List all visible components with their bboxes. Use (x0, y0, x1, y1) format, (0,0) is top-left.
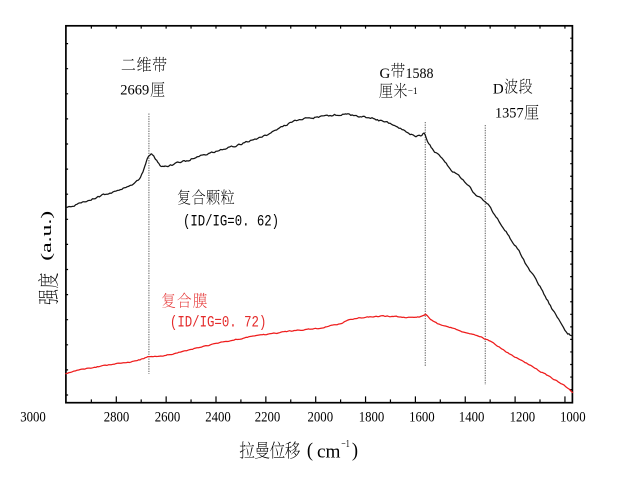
svg-text:2800: 2800 (104, 410, 130, 426)
svg-text:1600: 1600 (409, 410, 435, 426)
svg-text:(a.u.): (a.u.) (39, 211, 55, 261)
svg-text:1800: 1800 (359, 410, 385, 426)
svg-text:(: ( (307, 440, 313, 462)
svg-text:(ID/IG=0. 62): (ID/IG=0. 62) (183, 212, 279, 230)
svg-text:1357: 1357 (495, 106, 524, 122)
svg-text:1000: 1000 (560, 410, 586, 426)
svg-text:1588: 1588 (406, 66, 434, 82)
svg-text:−1: −1 (341, 438, 350, 450)
svg-text:2600: 2600 (155, 410, 181, 426)
svg-text:D: D (493, 81, 504, 97)
svg-text:1200: 1200 (510, 410, 536, 426)
svg-text:2200: 2200 (255, 410, 281, 426)
svg-text:1400: 1400 (459, 410, 485, 426)
svg-text:2400: 2400 (205, 410, 231, 426)
svg-text:−1: −1 (408, 87, 418, 97)
svg-text:2000: 2000 (308, 410, 334, 426)
svg-text:cm: cm (317, 442, 341, 462)
svg-text:3000: 3000 (20, 410, 46, 426)
svg-text:): ) (352, 440, 358, 462)
svg-text:(ID/IG=0. 72): (ID/IG=0. 72) (170, 313, 267, 331)
svg-text:2669: 2669 (120, 83, 149, 99)
svg-text:G: G (380, 66, 391, 82)
